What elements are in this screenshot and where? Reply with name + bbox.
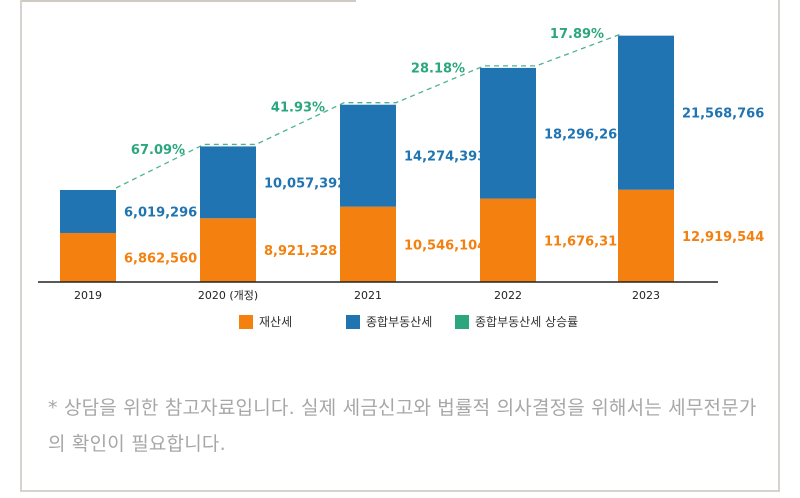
- x-tick-label-0: 2019: [74, 289, 102, 302]
- label-comprehensive-tax-2: 14,274,393: [404, 150, 486, 165]
- top-accent-line: [20, 0, 356, 2]
- label-property-tax-0: 6,862,560: [124, 251, 197, 266]
- label-comprehensive-tax-3: 18,296,260: [544, 127, 626, 142]
- growth-label-0: 67.09%: [131, 143, 185, 158]
- legend-swatch-growth-rate: [455, 314, 469, 329]
- legend-item-comprehensive-tax: 종합부동산세: [346, 313, 432, 330]
- bar-property-tax-2: [340, 206, 396, 282]
- x-tick-label-1: 2020 (개정): [198, 289, 258, 302]
- bar-comprehensive-tax-3: [480, 67, 536, 199]
- bar-comprehensive-tax-2: [340, 104, 396, 207]
- legend-swatch-property-tax: [239, 314, 253, 329]
- label-property-tax-2: 10,546,104: [404, 238, 486, 253]
- bar-property-tax-4: [618, 189, 674, 282]
- label-property-tax-3: 11,676,313: [544, 234, 626, 249]
- legend-item-growth-rate: 종합부동산세 상승률: [455, 313, 578, 330]
- bar-comprehensive-tax-1: [200, 146, 256, 219]
- growth-trend-line: [115, 33, 623, 189]
- label-comprehensive-tax-4: 21,568,766: [682, 107, 764, 122]
- label-property-tax-4: 12,919,544: [682, 230, 764, 245]
- disclaimer-note: * 상담을 위한 참고자료입니다. 실제 세금신고와 법률적 의사결정을 위해서…: [48, 397, 757, 455]
- label-comprehensive-tax-1: 10,057,392: [264, 176, 346, 191]
- bar-comprehensive-tax-4: [618, 35, 674, 190]
- legend-swatch-comprehensive-tax: [346, 314, 360, 329]
- x-tick-label-4: 2023: [632, 289, 660, 302]
- bar-comprehensive-tax-0: [60, 189, 116, 233]
- label-comprehensive-tax-0: 6,019,296: [124, 205, 197, 220]
- bar-property-tax-0: [60, 232, 116, 282]
- legend-label-comprehensive-tax: 종합부동산세: [366, 315, 433, 329]
- chart-legend: 재산세 종합부동산세 종합부동산세 상승률: [0, 313, 800, 333]
- label-property-tax-1: 8,921,328: [264, 244, 337, 259]
- growth-label-3: 17.89%: [550, 27, 604, 42]
- legend-label-growth-rate: 종합부동산세 상승률: [475, 315, 579, 329]
- growth-label-1: 41.93%: [271, 101, 325, 116]
- x-tick-label-3: 2022: [494, 289, 522, 302]
- content-frame: [20, 0, 780, 492]
- bar-property-tax-1: [200, 218, 256, 282]
- x-tick-label-2: 2021: [354, 289, 382, 302]
- stacked-bar-chart: 6,862,560 6,019,296 2019 8,921,328 10,057,39…: [38, 27, 764, 302]
- legend-label-property-tax: 재산세: [259, 315, 293, 329]
- bar-property-tax-3: [480, 198, 536, 282]
- growth-label-2: 28.18%: [411, 61, 465, 76]
- legend-item-property-tax: 재산세: [239, 313, 292, 330]
